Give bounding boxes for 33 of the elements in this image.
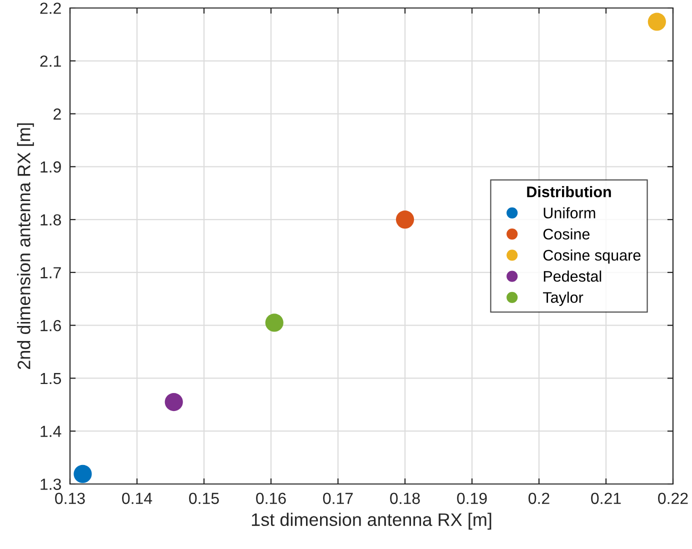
point <box>396 210 414 229</box>
point <box>648 12 666 31</box>
x-tick-label: 0.17 <box>323 492 353 504</box>
y-tick-label: 1.7 <box>40 267 61 278</box>
legend-label: Pedestal <box>544 270 602 282</box>
legend-label: Cosine <box>543 228 590 240</box>
y-tick-label: 1.5 <box>40 373 61 384</box>
legend-title: Distribution <box>527 186 611 198</box>
x-tick-label: 0.18 <box>390 492 420 504</box>
y-tick-label: 1.3 <box>40 478 61 490</box>
y-tick-label: 2.2 <box>40 2 61 14</box>
y-tick-label: 1.6 <box>40 320 61 332</box>
y-tick-label: 1.9 <box>40 161 61 173</box>
y-axis-title: 2nd dimension antenna RX [m] <box>17 123 34 370</box>
y-tick-label: 1.8 <box>40 214 61 226</box>
y-tick-label: 2 <box>54 108 61 120</box>
x-tick-label: 0.14 <box>122 492 152 504</box>
legend-label: Taylor <box>542 292 584 306</box>
point <box>74 464 92 484</box>
x-tick-label: 0.21 <box>591 492 621 504</box>
x-tick-label: 0.2 <box>528 492 550 504</box>
x-tick-label: 0.15 <box>189 492 219 504</box>
x-tick-label: 0.13 <box>55 492 85 504</box>
legend-label: Cosine square <box>543 249 640 264</box>
y-tick-label: 2.1 <box>40 56 61 67</box>
point <box>164 392 183 412</box>
y-tick-label: 1.4 <box>40 426 62 437</box>
point <box>265 314 284 332</box>
x-tick-label: 0.19 <box>457 492 487 504</box>
legend-label: Uniform <box>544 207 596 218</box>
x-axis-title: 1st dimension antenna RX [m] <box>252 512 492 530</box>
x-tick-label: 0.16 <box>256 492 286 504</box>
x-tick-label: 0.22 <box>658 492 688 504</box>
